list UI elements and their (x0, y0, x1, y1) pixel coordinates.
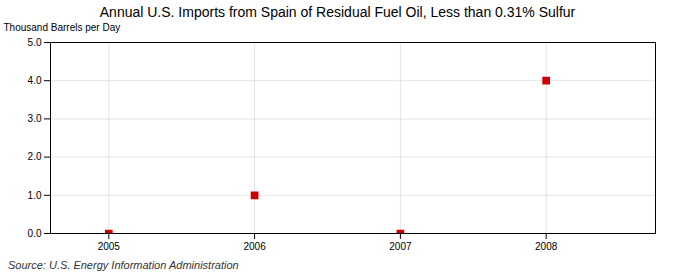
svg-text:2007: 2007 (389, 241, 412, 252)
svg-text:5.0: 5.0 (28, 37, 42, 48)
svg-text:2006: 2006 (243, 241, 266, 252)
svg-text:4.0: 4.0 (28, 75, 42, 86)
svg-text:2008: 2008 (535, 241, 558, 252)
svg-text:2.0: 2.0 (28, 151, 42, 162)
svg-text:Thousand Barrels per Day: Thousand Barrels per Day (4, 22, 121, 33)
svg-text:3.0: 3.0 (28, 113, 42, 124)
svg-text:2005: 2005 (98, 241, 121, 252)
html-text:Source: U.S. Energy Informatio: Source: U.S. Energy Information Administ… (8, 259, 239, 271)
svg-text:0.0: 0.0 (28, 228, 42, 239)
svg-text:1.0: 1.0 (28, 190, 42, 201)
html-text:Annual U.S. Imports from Spain: Annual U.S. Imports from Spain of Residu… (99, 4, 576, 20)
